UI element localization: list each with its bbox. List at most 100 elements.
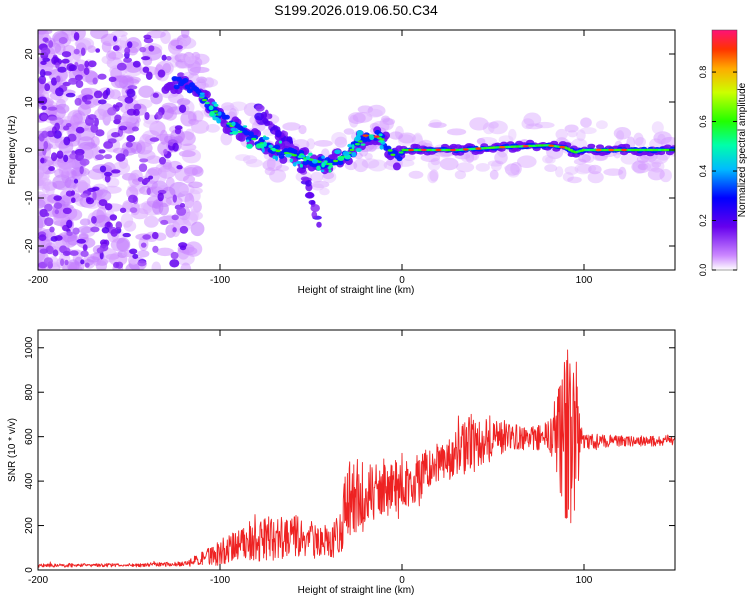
snr-ytick-label: 800	[24, 383, 35, 400]
spectrogram-cell	[58, 37, 68, 44]
spectrogram-cell	[354, 143, 360, 146]
spectrogram-cell	[356, 130, 364, 136]
spectrogram-cell	[620, 152, 638, 165]
spectrogram-cell	[285, 153, 292, 158]
spectrogram-cell	[122, 78, 140, 86]
spectrogram-cell	[360, 143, 366, 146]
spectrogram-cell	[199, 94, 205, 98]
spectrogram-cell	[95, 129, 105, 137]
spectrogram-cell	[621, 148, 627, 152]
spectrogram-cell	[52, 249, 59, 257]
spectrogram-cell	[412, 144, 421, 149]
spectrogram-cell	[446, 128, 467, 136]
spectrogram-cell	[148, 45, 155, 52]
spectrogram-cell	[379, 144, 384, 150]
spectrogram-cell	[112, 35, 118, 42]
colorbar-tick-label: 0.6	[698, 115, 708, 128]
spectrogram-cell	[588, 164, 602, 175]
spectrogram-cell	[107, 107, 117, 116]
spectrogram-cell	[125, 141, 133, 148]
spectrogram-cell	[362, 134, 369, 137]
spectrogram-cell	[116, 237, 131, 252]
spectrogram-cell	[392, 162, 401, 171]
spectrogram-cell	[226, 122, 232, 125]
spectrogram-cell	[55, 87, 64, 97]
spectrogram-cell	[221, 102, 235, 111]
spectrogram-cell	[113, 261, 120, 269]
spectrogram-cell	[94, 154, 105, 161]
spectrogram-cell	[115, 102, 123, 108]
spectrogram-cell	[295, 160, 302, 165]
spectrogram-cell	[84, 100, 92, 105]
spectrogram-cell	[408, 170, 424, 179]
spectrogram-cell	[263, 141, 267, 147]
spectrogram-cell	[217, 111, 222, 116]
spectrogram-cell	[146, 30, 166, 39]
spectrogram-cell	[84, 262, 90, 268]
spectrogram-cell	[555, 166, 564, 178]
spectrogram-cell	[114, 114, 122, 122]
spectrogram-cell	[67, 264, 83, 270]
snr-xlabel: Height of straight line (km)	[298, 585, 415, 596]
spectrogram-cell	[143, 215, 159, 228]
spectrogram-cell	[262, 136, 270, 141]
spectrogram-cell	[54, 122, 61, 131]
spectrogram-cell	[55, 62, 60, 69]
spectrogram-cell	[160, 219, 169, 225]
spectrogram-cell	[180, 54, 189, 62]
spectrogram-cell	[412, 132, 423, 146]
spectrogram-cell	[184, 241, 203, 257]
spectrogram-cell	[314, 140, 333, 147]
spectrogram-cell	[356, 136, 362, 141]
spectrogram-cell	[178, 104, 187, 113]
spectrogram-cell	[127, 194, 138, 203]
spectrogram-cell	[101, 40, 112, 53]
spectrogram-cell	[632, 160, 647, 174]
spectrogram-cell	[175, 76, 182, 82]
spectrogram-cell	[637, 163, 649, 171]
spectrogram-cell	[68, 77, 78, 85]
spectrogram-cell	[310, 204, 320, 213]
spectrogram-cell	[151, 261, 162, 270]
spectrogram-cell	[104, 203, 113, 211]
spectrogram-cell	[124, 96, 134, 104]
spectrogram-ytick-label: -20	[24, 238, 35, 253]
spectrogram-cell	[203, 76, 215, 88]
spectrogram-cell	[138, 150, 156, 161]
spectrogram-cell	[151, 231, 159, 240]
spectrogram-cell	[63, 154, 69, 163]
colorbar-tick-label: 0.2	[698, 214, 708, 227]
spectrogram-cell	[316, 165, 321, 171]
spectrogram-cell	[123, 220, 137, 232]
spectrogram-cell	[231, 121, 236, 127]
spectrogram-cell	[73, 178, 79, 184]
spectrogram-cell	[487, 160, 504, 167]
spectrogram-cell	[174, 127, 182, 135]
spectrogram-cell	[125, 262, 140, 270]
spectrogram-cell	[39, 69, 46, 78]
spectrogram-cell	[521, 118, 535, 130]
spectrogram-cell	[379, 117, 394, 131]
spectrogram-xlabel: Height of straight line (km)	[298, 285, 415, 296]
spectrogram-cell	[595, 148, 602, 152]
spectrogram-cell	[95, 48, 101, 53]
spectrogram-cell	[115, 221, 123, 230]
spectrogram-cell	[124, 47, 131, 55]
spectrogram-cell	[111, 169, 121, 174]
spectrogram-cell	[408, 148, 415, 152]
spectrogram-cell	[659, 168, 672, 183]
spectrogram-cell	[75, 79, 84, 89]
colorbar-tick-label: 0.8	[698, 66, 708, 79]
spectrogram-cell	[79, 158, 90, 166]
spectrogram-cell	[229, 101, 248, 112]
spectrogram-cell	[38, 234, 47, 242]
spectrogram-cell	[510, 161, 522, 176]
spectrogram-cell	[576, 129, 586, 142]
spectrogram-cell	[99, 165, 107, 173]
spectrogram-cell	[110, 228, 118, 237]
spectrogram-cell	[94, 189, 112, 202]
spectrogram-cell	[653, 131, 672, 145]
spectrogram-cell	[111, 131, 120, 138]
